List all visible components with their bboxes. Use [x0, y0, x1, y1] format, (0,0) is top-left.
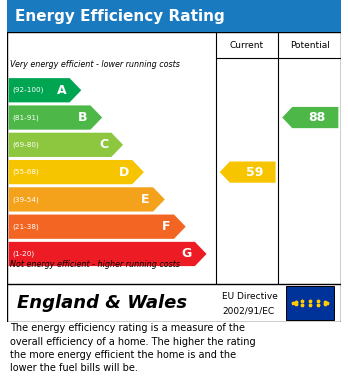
Polygon shape: [220, 161, 276, 183]
Text: E: E: [141, 193, 150, 206]
Text: (55-68): (55-68): [13, 169, 39, 175]
Text: G: G: [181, 248, 191, 260]
Text: (92-100): (92-100): [13, 87, 44, 93]
Polygon shape: [9, 133, 123, 157]
Text: (39-54): (39-54): [13, 196, 39, 203]
Bar: [286, 286, 334, 320]
Polygon shape: [282, 107, 338, 128]
Text: (1-20): (1-20): [13, 251, 35, 257]
Polygon shape: [9, 160, 144, 184]
Text: A: A: [57, 84, 66, 97]
Text: Energy Efficiency Rating: Energy Efficiency Rating: [15, 9, 225, 23]
Polygon shape: [9, 187, 165, 212]
Polygon shape: [9, 242, 207, 266]
Text: (21-38): (21-38): [13, 223, 39, 230]
Text: England & Wales: England & Wales: [17, 294, 187, 312]
Text: EU Directive: EU Directive: [222, 292, 278, 301]
Text: C: C: [99, 138, 108, 151]
Text: D: D: [119, 166, 129, 179]
Text: (81-91): (81-91): [13, 114, 39, 121]
Polygon shape: [9, 106, 102, 130]
Text: Very energy efficient - lower running costs: Very energy efficient - lower running co…: [10, 61, 180, 70]
Polygon shape: [9, 215, 186, 239]
Text: B: B: [78, 111, 87, 124]
Text: 88: 88: [308, 111, 326, 124]
Polygon shape: [9, 78, 81, 102]
Text: F: F: [162, 220, 171, 233]
Text: 59: 59: [246, 166, 263, 179]
Text: 2002/91/EC: 2002/91/EC: [222, 306, 275, 315]
Text: Current: Current: [230, 41, 264, 50]
Text: The energy efficiency rating is a measure of the
overall efficiency of a home. T: The energy efficiency rating is a measur…: [10, 323, 256, 373]
Text: (69-80): (69-80): [13, 142, 39, 148]
Text: Not energy efficient - higher running costs: Not energy efficient - higher running co…: [10, 260, 180, 269]
Text: Potential: Potential: [290, 41, 330, 50]
